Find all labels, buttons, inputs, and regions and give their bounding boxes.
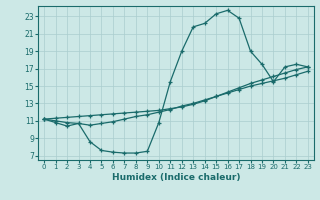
X-axis label: Humidex (Indice chaleur): Humidex (Indice chaleur) <box>112 173 240 182</box>
